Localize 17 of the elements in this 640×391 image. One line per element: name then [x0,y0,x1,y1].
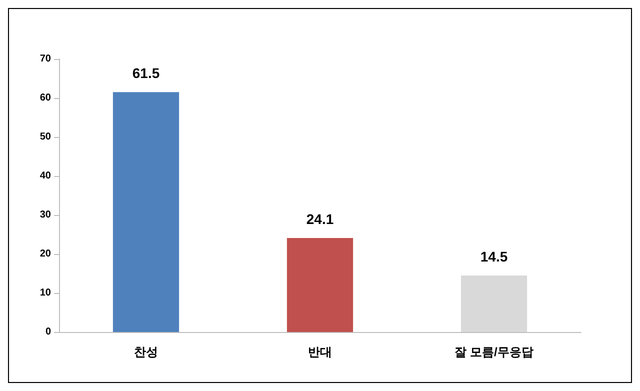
x-tick-label: 찬성 [134,345,158,359]
y-tick-label: 30 [40,210,52,220]
x-tick-label: 잘 모름/무응답 [454,345,534,359]
y-tick-label: 50 [40,132,52,142]
y-tick-label: 60 [40,92,52,104]
bar [460,275,528,332]
data-label: 14.5 [480,248,508,264]
y-tick-label: 70 [40,54,52,64]
y-tick-label: 10 [40,288,52,298]
data-label: 24.1 [306,211,334,228]
x-tick-label: 반대 [308,345,332,359]
y-tick-label: 20 [40,248,52,260]
bar [112,92,180,332]
y-tick-label: 0 [45,326,52,338]
data-label: 61.5 [132,65,160,82]
bar [286,238,354,332]
y-tick-label: 40 [40,170,52,182]
